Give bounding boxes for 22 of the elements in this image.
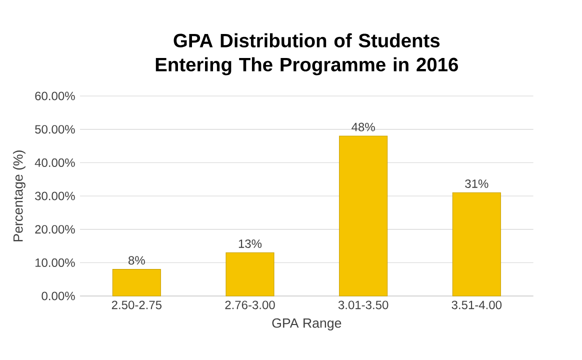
data-label: 8% [128,256,145,265]
bar [452,192,501,296]
bar [339,136,388,296]
x-tick-label: 3.01-3.50 [338,300,388,310]
y-axis-title: Percentage (%) [13,150,26,242]
y-tick-label: 50.00% [35,125,75,134]
x-axis-title: GPA Range [272,318,342,330]
y-tick-label: 20.00% [35,225,75,234]
y-tick-label: 10.00% [36,258,75,267]
x-tick-label: 2.50-2.75 [112,300,162,310]
y-tick-label: 40.00% [34,158,75,167]
y-tick-label: 30.00% [35,192,75,200]
bar [226,252,274,296]
y-tick-label: 60.00% [35,92,75,100]
chart-title: GPA Distribution of Students Entering The Programme in 2016 [156,33,458,76]
x-tick-label: 3.51-4.00 [452,300,502,310]
bar [112,269,161,296]
data-label: 13% [238,239,262,248]
x-tick-label: 2.76-3.00 [225,300,275,310]
data-label: 31% [465,179,488,188]
y-tick-label: 0.00% [42,292,75,300]
data-label: 48% [352,122,375,132]
